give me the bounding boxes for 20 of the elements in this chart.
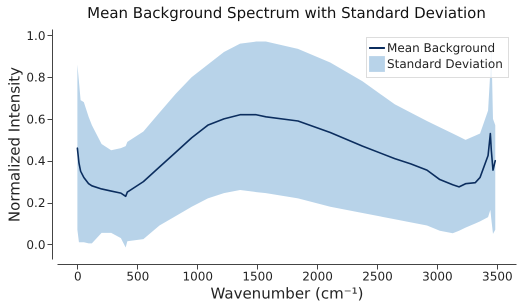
x-axis-title: Wavenumber (cm⁻¹) — [210, 284, 364, 302]
y-tick-label: 0.2 — [26, 196, 46, 210]
x-tick-label: 2000 — [302, 270, 333, 284]
y-tick-label: 1.0 — [26, 28, 46, 43]
line-series — [76, 114, 496, 198]
x-tick-label: 3000 — [422, 270, 453, 284]
x-tick-label: 1000 — [182, 270, 213, 284]
y-tick-label: 0.0 — [26, 238, 46, 252]
y-tick-label: 0.6 — [26, 112, 46, 126]
chart-title: Mean Background Spectrum with Standard Deviation — [87, 4, 486, 22]
x-tick-label: 2500 — [362, 270, 393, 284]
legend-label: Mean Background — [387, 41, 496, 55]
legend-label: Standard Deviation — [387, 57, 503, 71]
x-tick-label: 3500 — [482, 270, 513, 284]
x-tick-label: 500 — [126, 270, 150, 284]
y-tick-label: 0.8 — [26, 70, 46, 85]
y-axis-title: Normalized Intensity — [5, 66, 24, 222]
y-tick-label: 0.4 — [26, 154, 46, 168]
x-tick-label: 1500 — [242, 270, 273, 284]
x-tick-label: 0 — [74, 270, 82, 284]
